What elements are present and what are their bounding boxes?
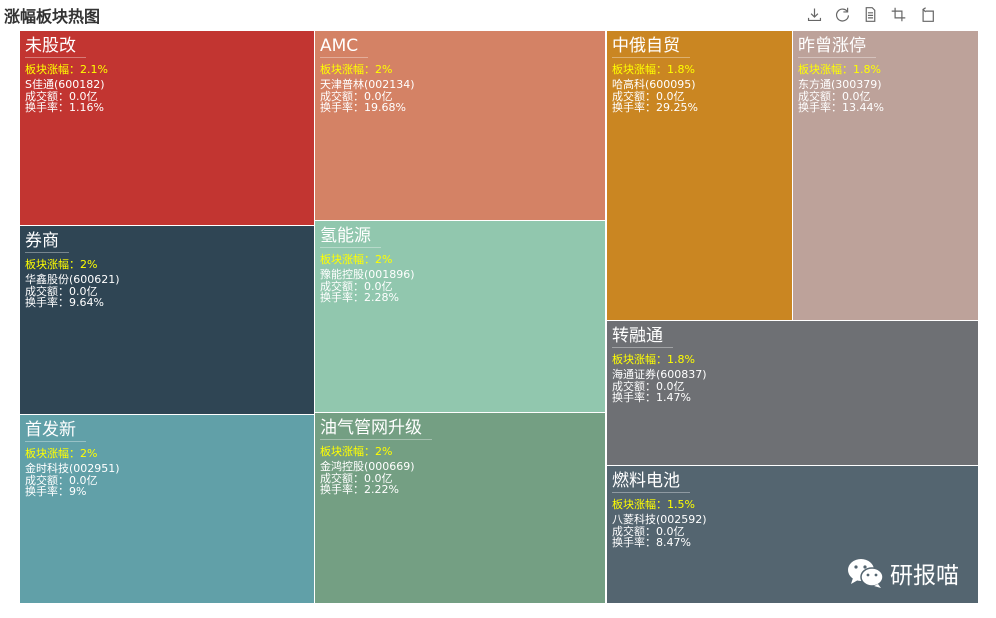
tile-amount: 成交额：0.0亿 — [320, 472, 393, 485]
tile-name: 燃料电池 — [612, 470, 690, 493]
tile-name: 转融通 — [612, 325, 673, 348]
tile-amount: 成交额：0.0亿 — [25, 90, 98, 103]
tile-turnover: 换手率：2.22% — [320, 483, 399, 496]
watermark: 研报喵 — [846, 556, 959, 590]
tile-stock: 金鸿控股(000669) — [320, 460, 415, 473]
chart-title: 涨幅板块热图 — [4, 7, 101, 26]
wechat-icon — [848, 559, 884, 588]
tile-turnover: 换手率：1.47% — [612, 391, 691, 404]
tile-amount: 成交额：0.0亿 — [320, 90, 393, 103]
zoom-icon[interactable] — [884, 3, 912, 25]
tile-name: 油气管网升级 — [320, 417, 432, 440]
tile-name: 首发新 — [25, 419, 86, 442]
treemap-tile[interactable]: 昨曾涨停板块涨幅：1.8% 东方通(300379) 成交额：0.0亿 换手率：13.4… — [793, 31, 978, 320]
treemap-tile[interactable]: AMC 板块涨幅：2% 天津普林(002134) 成交额：0.0亿 换手率：19.68% — [315, 31, 605, 220]
tile-stock: 天津普林(002134) — [320, 78, 415, 91]
treemap-tile[interactable]: 券商板块涨幅：2% 华鑫股份(600621) 成交额：0.0亿 换手率：9.64% — [20, 226, 314, 414]
tile-turnover: 换手率：2.28% — [320, 291, 399, 304]
tile-amount: 成交额：0.0亿 — [612, 380, 685, 393]
tile-stock: 八菱科技(002592) — [612, 513, 707, 526]
tile-stock: 东方通(300379) — [798, 78, 882, 91]
tile-stock: 华鑫股份(600621) — [25, 273, 120, 286]
treemap-tile[interactable]: 转融通板块涨幅：1.8% 海通证券(600837) 成交额：0.0亿 换手率：1.47… — [607, 321, 978, 465]
tile-turnover: 换手率：13.44% — [798, 101, 884, 114]
data-view-icon[interactable] — [856, 3, 884, 25]
tile-turnover: 换手率：9.64% — [25, 296, 104, 309]
treemap-tile[interactable]: 油气管网升级板块涨幅：2% 金鸿控股(000669) 成交额：0.0亿 换手率：2.2… — [315, 413, 605, 603]
watermark-text: 研报喵 — [890, 563, 959, 589]
tile-name: 中俄自贸 — [612, 35, 690, 58]
tile-amount: 成交额：0.0亿 — [612, 90, 685, 103]
tile-rise: 板块涨幅：2% — [25, 258, 98, 271]
tile-turnover: 换手率：9% — [25, 485, 87, 498]
treemap-tile[interactable]: 燃料电池板块涨幅：1.5% 八菱科技(002592) 成交额：0.0亿 换手率：8.4… — [607, 466, 978, 603]
tile-rise: 板块涨幅：2% — [320, 63, 393, 76]
tile-amount: 成交额：0.0亿 — [798, 90, 871, 103]
tile-stock: S佳通(600182) — [25, 78, 105, 91]
tile-rise: 板块涨幅：1.8% — [612, 63, 695, 76]
tile-stock: 海通证券(600837) — [612, 368, 707, 381]
tile-amount: 成交额：0.0亿 — [25, 285, 98, 298]
tile-stock: 金时科技(002951) — [25, 462, 120, 475]
tile-amount: 成交额：0.0亿 — [25, 474, 98, 487]
tile-turnover: 换手率：8.47% — [612, 536, 691, 549]
tile-name: 氢能源 — [320, 225, 381, 248]
tile-rise: 板块涨幅：1.8% — [798, 63, 881, 76]
tile-rise: 板块涨幅：2.1% — [25, 63, 108, 76]
tile-stock: 哈高科(600095) — [612, 78, 696, 91]
treemap-tile[interactable]: 未股改板块涨幅：2.1% S佳通(600182) 成交额：0.0亿 换手率：1.16% — [20, 31, 314, 225]
tile-rise: 板块涨幅：1.5% — [612, 498, 695, 511]
tile-amount: 成交额：0.0亿 — [320, 280, 393, 293]
tile-amount: 成交额：0.0亿 — [612, 525, 685, 538]
tile-turnover: 换手率：19.68% — [320, 101, 406, 114]
tile-turnover: 换手率：1.16% — [25, 101, 104, 114]
refresh-icon[interactable] — [828, 3, 856, 25]
tile-name: 未股改 — [25, 35, 86, 58]
tile-rise: 板块涨幅：2% — [320, 445, 393, 458]
restore-icon[interactable] — [912, 3, 940, 25]
treemap-tile[interactable]: 首发新板块涨幅：2% 金时科技(002951) 成交额：0.0亿 换手率：9% — [20, 415, 314, 603]
tile-rise: 板块涨幅：2% — [320, 253, 393, 266]
tile-rise: 板块涨幅：2% — [25, 447, 98, 460]
chart-toolbar — [800, 3, 940, 25]
treemap-tile[interactable]: 氢能源板块涨幅：2% 豫能控股(001896) 成交额：0.0亿 换手率：2.28% — [315, 221, 605, 412]
treemap-tile[interactable]: 中俄自贸板块涨幅：1.8% 哈高科(600095) 成交额：0.0亿 换手率：29.2… — [607, 31, 792, 320]
tile-turnover: 换手率：29.25% — [612, 101, 698, 114]
tile-rise: 板块涨幅：1.8% — [612, 353, 695, 366]
download-icon[interactable] — [800, 3, 828, 25]
tile-name: AMC — [320, 35, 369, 58]
tile-stock: 豫能控股(001896) — [320, 268, 415, 281]
tile-name: 昨曾涨停 — [798, 35, 876, 58]
tile-name: 券商 — [25, 230, 69, 253]
